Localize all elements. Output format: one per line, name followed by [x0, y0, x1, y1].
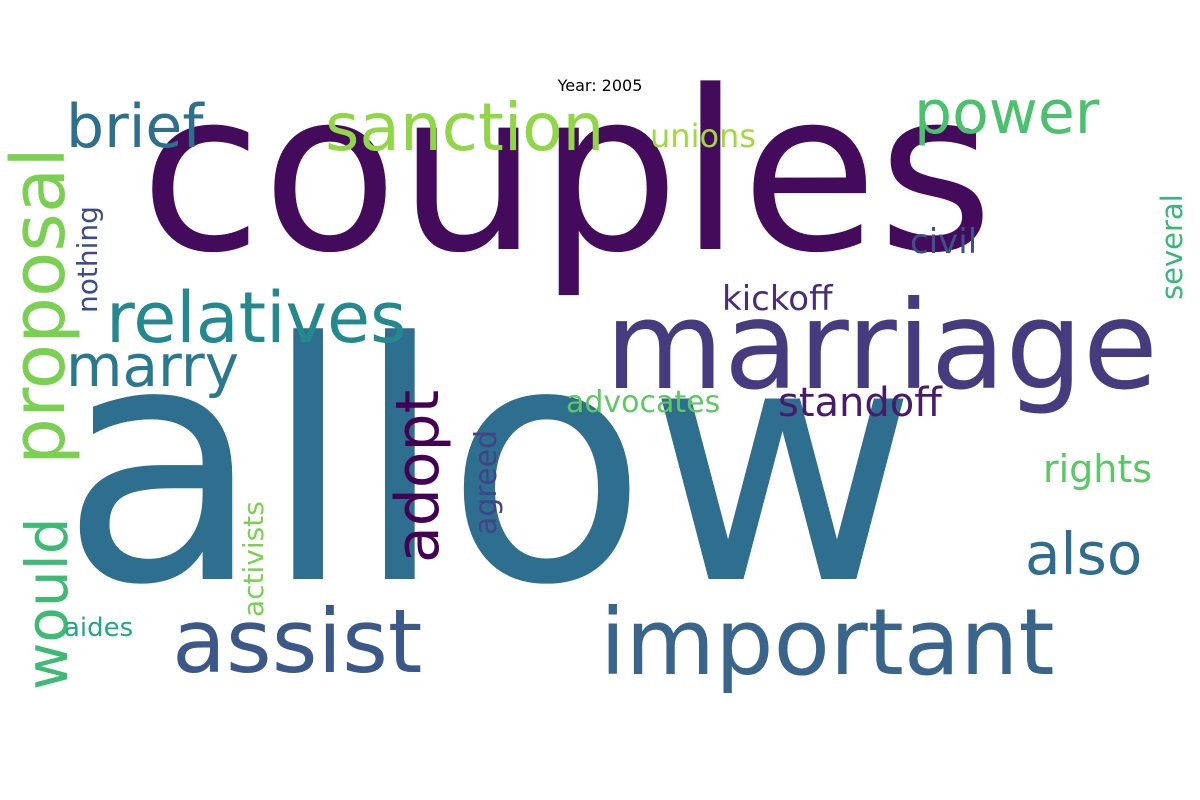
word-rights: rights	[1043, 447, 1153, 491]
word-aides: aides	[64, 613, 134, 643]
word-assist: assist	[172, 590, 423, 693]
word-important: important	[600, 589, 1055, 696]
word-advocates: advocates	[566, 385, 721, 420]
word-couples: couples	[140, 44, 994, 302]
word-civil: civil	[910, 222, 978, 262]
word-several: several	[1155, 194, 1189, 300]
word-proposal: proposal	[0, 147, 82, 465]
word-marriage: marriage	[605, 275, 1158, 417]
word-adopt: adopt	[383, 389, 453, 563]
word-allow: allow	[60, 273, 918, 657]
word-activists: activists	[237, 501, 270, 617]
word-marry: marry	[66, 332, 240, 400]
word-power: power	[914, 78, 1100, 148]
word-agreed: agreed	[469, 429, 504, 535]
chart-title: Year: 2005	[557, 76, 643, 95]
word-unions: unions	[650, 117, 756, 155]
word-kickoff: kickoff	[722, 279, 833, 319]
word-relatives: relatives	[106, 277, 407, 359]
word-brief: brief	[66, 92, 204, 162]
word-also: also	[1025, 520, 1143, 588]
word-sanction: sanction	[325, 89, 605, 166]
word-nothing: nothing	[71, 206, 104, 313]
word-would: would	[13, 517, 81, 690]
word-standoff: standoff	[778, 380, 942, 426]
